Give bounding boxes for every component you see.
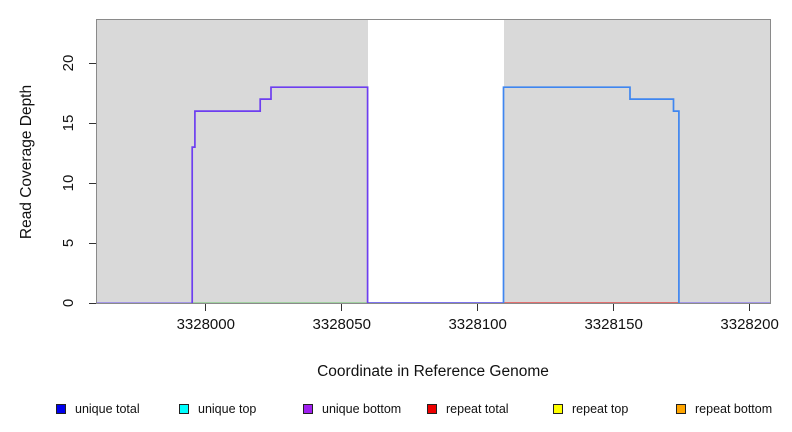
x-tick-label: 3328150 — [584, 316, 643, 333]
y-tick-mark — [89, 302, 96, 304]
legend-label: repeat bottom — [695, 402, 773, 416]
y-tick-label: 5 — [60, 238, 77, 248]
y-tick-mark — [89, 242, 96, 244]
legend-item-repeat-bottom: repeat bottom — [676, 401, 772, 417]
y-tick-mark — [89, 122, 96, 124]
legend-item-repeat-total: repeat total — [427, 401, 509, 417]
x-tick-mark — [205, 304, 207, 311]
legend-swatch-icon — [179, 404, 189, 414]
x-tick-mark — [749, 304, 751, 311]
y-tick-label: 0 — [60, 298, 77, 308]
legend-label: repeat total — [446, 402, 509, 416]
coverage-step-lines — [97, 86, 770, 303]
x-tick-mark — [477, 304, 479, 311]
unique-bottom-coverage — [191, 86, 369, 303]
legend-item-unique-bottom: unique bottom — [303, 401, 401, 417]
legend-item-unique-total: unique total — [56, 401, 140, 417]
x-tick-label: 3328200 — [720, 316, 779, 333]
x-tick-label: 3328050 — [312, 316, 371, 333]
y-tick-mark — [89, 182, 96, 184]
covered-region-left — [97, 20, 368, 303]
legend-label: unique bottom — [322, 402, 402, 416]
plot-area — [96, 19, 771, 304]
legend-label: unique top — [198, 402, 257, 416]
x-tick-mark — [613, 304, 615, 311]
legend-label: repeat top — [572, 402, 629, 416]
x-tick-label: 3328000 — [176, 316, 235, 333]
y-tick-label: 20 — [60, 54, 77, 72]
x-tick-label: 3328100 — [448, 316, 507, 333]
legend-swatch-icon — [553, 404, 563, 414]
x-axis-title: Coordinate in Reference Genome — [317, 363, 549, 380]
y-tick-label: 10 — [60, 174, 77, 192]
unique-total-coverage — [502, 86, 680, 303]
legend-swatch-icon — [56, 404, 66, 414]
x-tick-mark — [341, 304, 343, 311]
y-tick-label: 15 — [60, 114, 77, 132]
legend-label: unique total — [75, 402, 140, 416]
y-axis-title: Read Coverage Depth — [18, 84, 35, 240]
legend-swatch-icon — [676, 404, 686, 414]
legend-swatch-icon — [303, 404, 313, 414]
legend-swatch-icon — [427, 404, 437, 414]
legend-item-unique-top: unique top — [179, 401, 256, 417]
covered-region-right — [503, 20, 770, 303]
legend: unique total unique top unique bottom repea… — [0, 401, 792, 425]
legend-item-repeat-top: repeat top — [553, 401, 628, 417]
y-tick-mark — [89, 62, 96, 64]
